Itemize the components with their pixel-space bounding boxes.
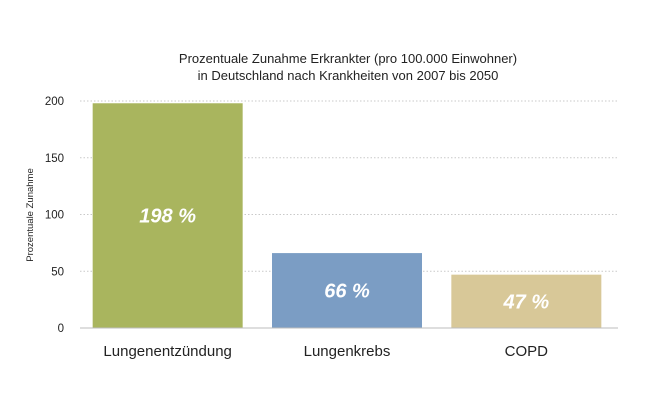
y-tick-label: 100 — [45, 210, 64, 222]
bar-copd — [451, 274, 602, 328]
x-tick-label: COPD — [505, 343, 549, 360]
bar-lungenkrebs — [272, 253, 422, 328]
chart-title-line-1: Prozentuale Zunahme Erkrankter (pro 100.… — [179, 51, 517, 66]
bars: 198 % 66 % 47 % — [92, 103, 602, 329]
y-axis-label: Prozentuale Zunahme — [25, 168, 36, 261]
gridlines — [80, 100, 618, 272]
bar-data-label: 47 % — [503, 291, 550, 313]
bar-lungenentzündung — [92, 103, 243, 329]
x-tick-label: Lungenentzündung — [103, 343, 231, 360]
y-tick-label: 50 — [51, 266, 64, 278]
x-tick-label: Lungenkrebs — [304, 343, 391, 360]
y-tick-label: 0 — [58, 323, 64, 335]
bar-data-label: 198 % — [139, 206, 196, 228]
chart-title-line-2: in Deutschland nach Krankheiten von 2007… — [198, 68, 499, 83]
y-axis-ticks: 0 50 100 150 200 — [45, 96, 64, 335]
x-axis-ticks: Lungenentzündung Lungenkrebs COPD — [103, 343, 548, 360]
bar-data-label: 66 % — [324, 281, 370, 303]
y-tick-label: 150 — [45, 153, 64, 165]
y-tick-label: 200 — [45, 96, 64, 108]
